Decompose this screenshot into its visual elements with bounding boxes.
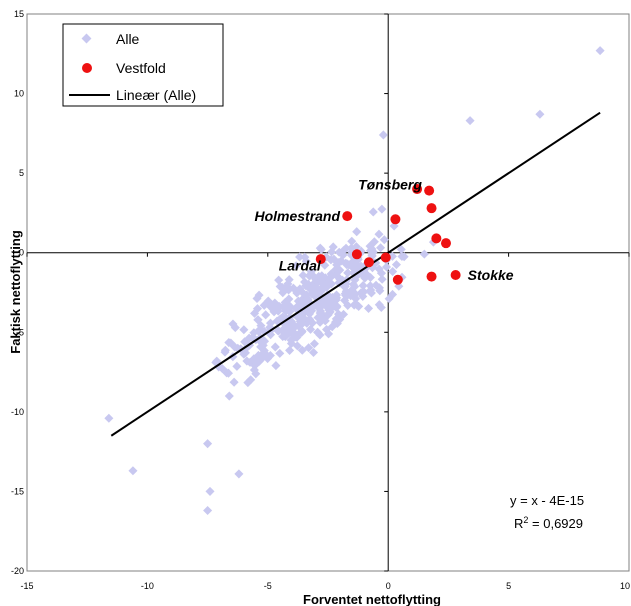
vestfold-point [380,252,391,263]
alle-point [220,345,230,355]
vestfold-point [431,233,442,244]
y-tick-label: 5 [19,168,24,178]
x-tick-label: -10 [141,581,154,591]
legend-circle-marker [82,63,92,73]
x-tick-label: -15 [20,581,33,591]
vestfold-point [351,249,362,260]
y-tick-label: 15 [14,9,24,19]
alle-point [249,328,259,338]
vestfold-point [342,211,353,222]
axes-layer: -15 -10 -5 0 5 10 15 10 5 0 -5 -10 -15 -20 [11,9,630,591]
alle-point [376,243,386,253]
alle-point [224,391,234,401]
r-squared-label: R2 = 0,6929 [514,515,583,531]
regression-equation: y = x - 4E-15 [510,493,584,508]
y-axis-title: Faktisk nettoflytting [8,230,23,354]
alle-point [246,375,256,385]
legend-label-vestfold: Vestfold [116,60,166,76]
y-tick-label: -20 [11,566,24,576]
alle-point [251,369,261,379]
alle-point [239,325,249,335]
alle-point [252,293,262,303]
legend: Alle Vestfold Lineær (Alle) [62,23,224,107]
legend-label-alle: Alle [116,31,140,47]
alle-point [295,252,305,262]
annotation-label: Lardal [279,257,322,273]
alle-point [232,361,242,371]
alle-point [334,247,344,257]
vestfold-points-group [315,184,461,285]
vestfold-point [392,274,403,285]
vestfold-point [315,254,326,265]
alle-point [223,368,233,378]
x-tick-label: 10 [620,581,630,591]
x-tick-label: 5 [506,581,511,591]
y-tick-label: 0 [19,248,24,258]
alle-point [346,243,356,253]
regression-label: y = x - 4E-15 R2 = 0,6929 [510,493,584,531]
alle-point [230,342,240,352]
alle-point [104,413,114,423]
x-tick-label: -5 [264,581,272,591]
alle-point [316,244,326,254]
alle-point [205,486,215,496]
annotation-label: Tønsberg [358,176,422,192]
vestfold-point [426,203,437,214]
alle-point [230,323,240,333]
alle-point [465,116,475,126]
alle-point [239,349,249,359]
y-tick-label: 10 [14,89,24,99]
vestfold-point [412,184,423,195]
alle-point [252,304,263,314]
y-tick-label: -5 [16,327,24,337]
legend-label-trend: Lineær (Alle) [116,87,196,103]
alle-point [203,506,213,516]
annotation-layer: Tønsberg Holmestrand Lardal Stokke [254,176,513,283]
legend-diamond-marker [81,33,92,44]
x-axis-title: Forventet nettoflytting [303,592,441,606]
annotation-label: Stokke [468,267,514,283]
vestfold-point [424,185,435,196]
y-tick-label: -15 [11,486,24,496]
annotation-label: Holmestrand [254,208,340,224]
alle-point [379,235,389,245]
alle-point [419,249,429,259]
vestfold-point [390,214,401,225]
alle-point [128,466,138,476]
alle-point [347,236,357,246]
vestfold-point [426,271,437,282]
vestfold-point [440,238,451,249]
y-tick-label: -10 [11,407,24,417]
alle-point [242,356,252,366]
alle-point [224,338,234,348]
alle-point [374,229,384,239]
x-tick-label: 0 [386,581,391,591]
alle-point [249,354,259,364]
vestfold-point [450,269,461,280]
trendline [110,111,601,437]
alle-point [396,244,406,254]
vestfold-point [363,257,374,268]
